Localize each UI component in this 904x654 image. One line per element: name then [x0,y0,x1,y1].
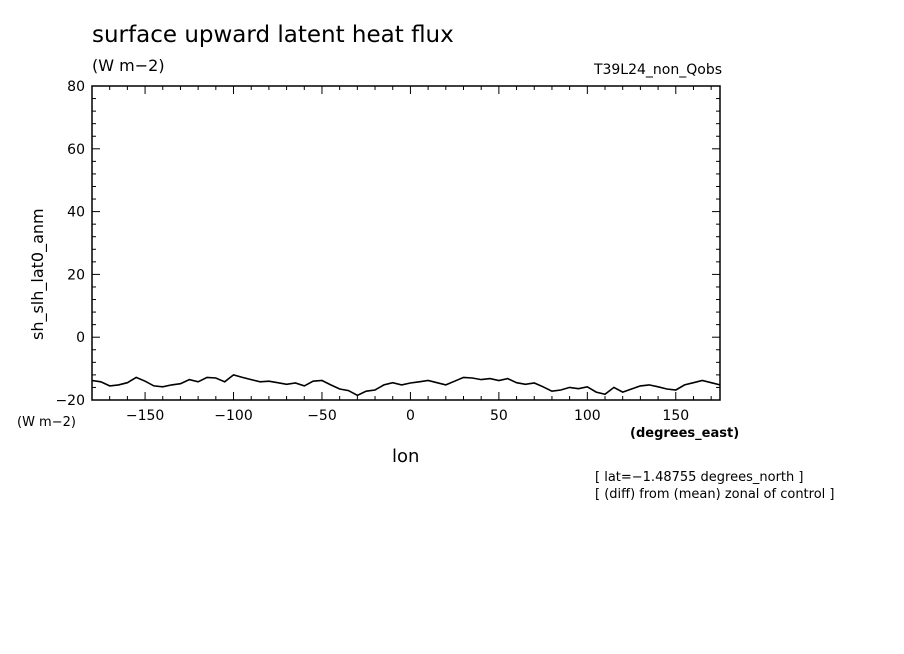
x-tick-label: −100 [214,408,252,424]
tick-marks [91,85,720,401]
plot-frame [91,85,721,401]
y-tick-label: 60 [67,142,85,158]
chart-title: surface upward latent heat flux [92,22,454,48]
x-axis-units: (degrees_east) [630,426,740,441]
y-tick-label: 40 [67,205,85,221]
x-tick-label: 50 [490,408,508,424]
difference-note: [ (diff) from (mean) zonal of control ] [595,487,835,502]
x-tick-label: −150 [126,408,164,424]
y-axis-units: (W m−2) [17,415,76,430]
x-tick-label: 150 [662,408,689,424]
run-label: T39L24_non_Qobs [593,62,722,78]
latitude-note: [ lat=−1.48755 degrees_north ] [595,470,804,485]
x-tick-label: 0 [406,408,415,424]
series-line [91,374,721,397]
title-units: (W m−2) [92,56,165,75]
y-tick-label: −20 [55,393,85,409]
x-tick-label: −50 [307,408,337,424]
y-tick-label: 0 [76,330,85,346]
y-tick-label: 20 [67,267,85,283]
y-tick-label: 80 [67,79,85,95]
x-axis-label: lon [392,446,420,467]
x-tick-label: 100 [574,408,601,424]
tick-labels: −150 −100 −50 0 50 100 150 −20 0 20 40 60 80 [55,79,689,424]
